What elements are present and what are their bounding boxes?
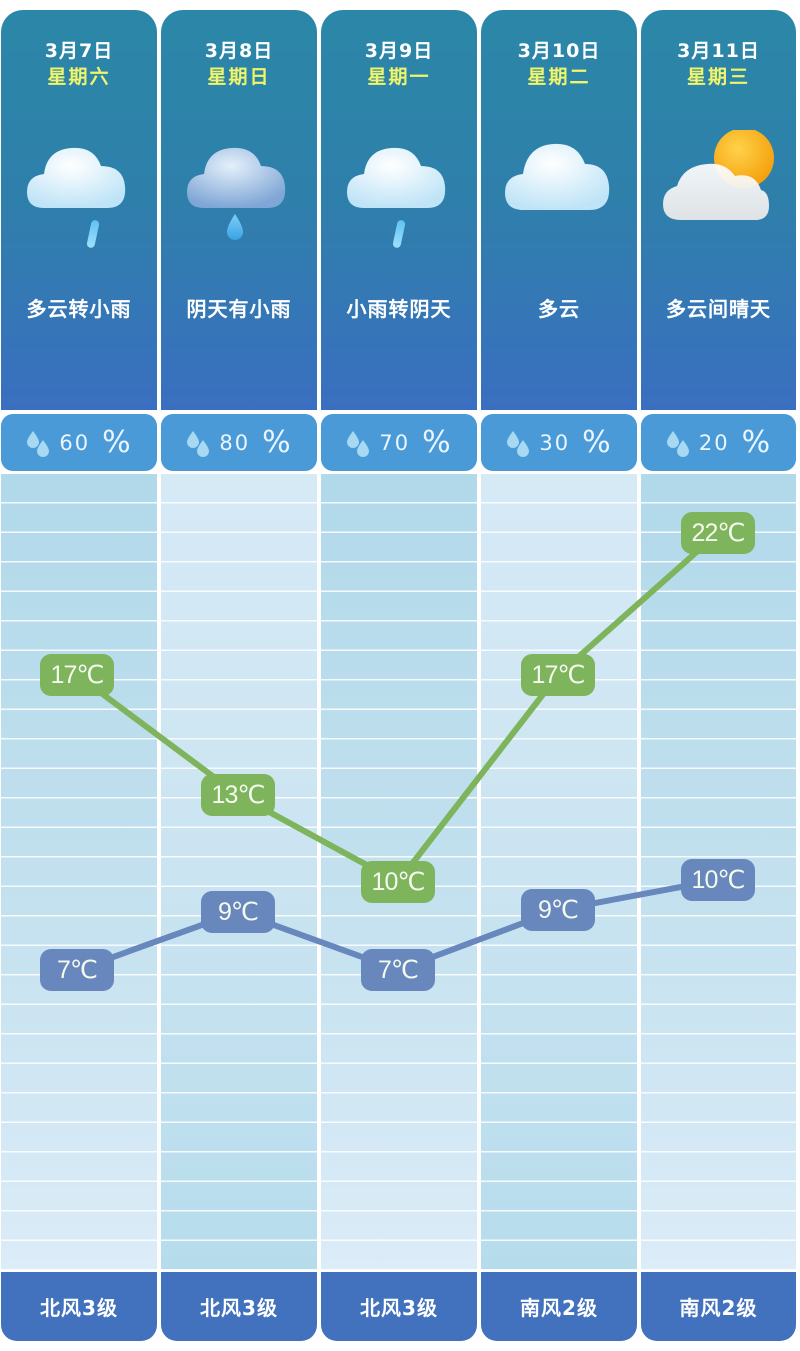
- cloud-rain-icon: [1, 130, 157, 260]
- precip-badge-2: 70%: [321, 414, 477, 471]
- day-header-3: 3月10日 星期二 多云: [481, 10, 637, 410]
- weather-description: 多云: [538, 297, 580, 321]
- high-temp-label-0: 17℃: [40, 654, 114, 696]
- date-label: 3月10日: [517, 40, 601, 62]
- high-temp-label-2: 10℃: [361, 861, 435, 903]
- weather-description: 阴天有小雨: [186, 297, 292, 321]
- day-header-2: 3月9日 星期一 小雨转阴天: [321, 10, 477, 410]
- date-label: 3月11日: [677, 40, 760, 62]
- wind-label-2: 北风3级: [321, 1272, 477, 1341]
- high-temp-label-3: 17℃: [521, 654, 595, 696]
- low-temp-label-2: 7℃: [361, 949, 435, 991]
- precip-unit: %: [422, 425, 453, 460]
- precip-value: 70: [379, 430, 411, 455]
- overcast-rain-drop-icon: [161, 130, 317, 260]
- low-temp-label-3: 9℃: [521, 889, 595, 931]
- precip-badge-3: 30%: [481, 414, 637, 471]
- precip-unit: %: [102, 425, 133, 460]
- water-drops-icon: [27, 430, 50, 457]
- weekday-label: 星期一: [367, 66, 431, 88]
- low-temp-label-4: 10℃: [681, 859, 755, 901]
- date-label: 3月8日: [204, 40, 274, 62]
- weather-description: 小雨转阴天: [346, 297, 452, 321]
- weather-description: 多云转小雨: [26, 297, 132, 321]
- low-temp-label-0: 7℃: [40, 949, 114, 991]
- wind-label-1: 北风3级: [161, 1272, 317, 1341]
- weekday-label: 星期日: [207, 66, 271, 88]
- wind-label-3: 南风2级: [481, 1272, 637, 1341]
- day-header-0: 3月7日 星期六 多云转小雨: [1, 10, 157, 410]
- water-drops-icon: [187, 430, 210, 457]
- date-label: 3月9日: [364, 40, 434, 62]
- water-drops-icon: [347, 430, 370, 457]
- day-header-1: 3月8日 星期日 阴天有小雨: [161, 10, 317, 410]
- precip-value: 60: [59, 430, 91, 455]
- cloud-icon: [481, 130, 637, 260]
- precip-unit: %: [582, 425, 613, 460]
- weekday-label: 星期二: [527, 66, 591, 88]
- weekday-label: 星期六: [47, 66, 111, 88]
- wind-label-0: 北风3级: [1, 1272, 157, 1341]
- precip-badge-4: 20%: [641, 414, 796, 471]
- precip-unit: %: [741, 425, 773, 460]
- low-temp-label-1: 9℃: [201, 891, 275, 933]
- precip-unit: %: [262, 425, 293, 460]
- water-drops-icon: [666, 430, 689, 457]
- precip-value: 80: [219, 430, 251, 455]
- weekday-label: 星期三: [686, 66, 750, 88]
- precip-badge-0: 60%: [1, 414, 157, 471]
- precip-value: 30: [539, 430, 571, 455]
- high-temp-label-1: 13℃: [201, 774, 275, 816]
- day-header-4: 3月11日 星期三 多云间晴天: [641, 10, 796, 410]
- sun-behind-cloud-icon: [641, 130, 796, 260]
- cloud-rain-icon: [321, 130, 477, 260]
- weather-description: 多云间晴天: [666, 297, 771, 321]
- precip-badge-1: 80%: [161, 414, 317, 471]
- precip-value: 20: [698, 430, 730, 455]
- date-label: 3月7日: [44, 40, 114, 62]
- high-temp-label-4: 22℃: [681, 512, 755, 554]
- wind-label-4: 南风2级: [641, 1272, 796, 1341]
- water-drops-icon: [507, 430, 530, 457]
